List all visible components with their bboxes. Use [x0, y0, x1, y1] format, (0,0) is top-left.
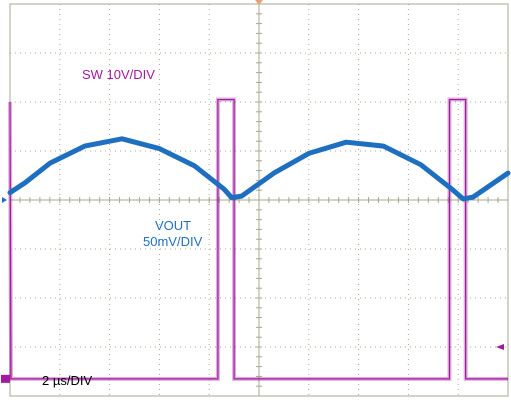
traces: [7, 97, 511, 381]
trigger-level-marker: [496, 344, 504, 350]
markers: [1, 0, 504, 383]
grid: [9, 3, 509, 397]
vout-scale-label: 50mV/DIV: [143, 234, 203, 249]
vout-ground-marker: [2, 197, 7, 203]
vout-waveform: [7, 136, 511, 202]
timebase-label: 2 µs/DIV: [42, 373, 93, 388]
sw-waveform: [9, 98, 508, 380]
sw-channel-label: SW 10V/DIV: [82, 67, 155, 82]
sw-ground-marker: [1, 374, 10, 383]
trigger-position-marker: [255, 0, 263, 5]
vout-channel-label: VOUT: [155, 218, 192, 233]
sw-waveform-noise: [8, 97, 508, 381]
